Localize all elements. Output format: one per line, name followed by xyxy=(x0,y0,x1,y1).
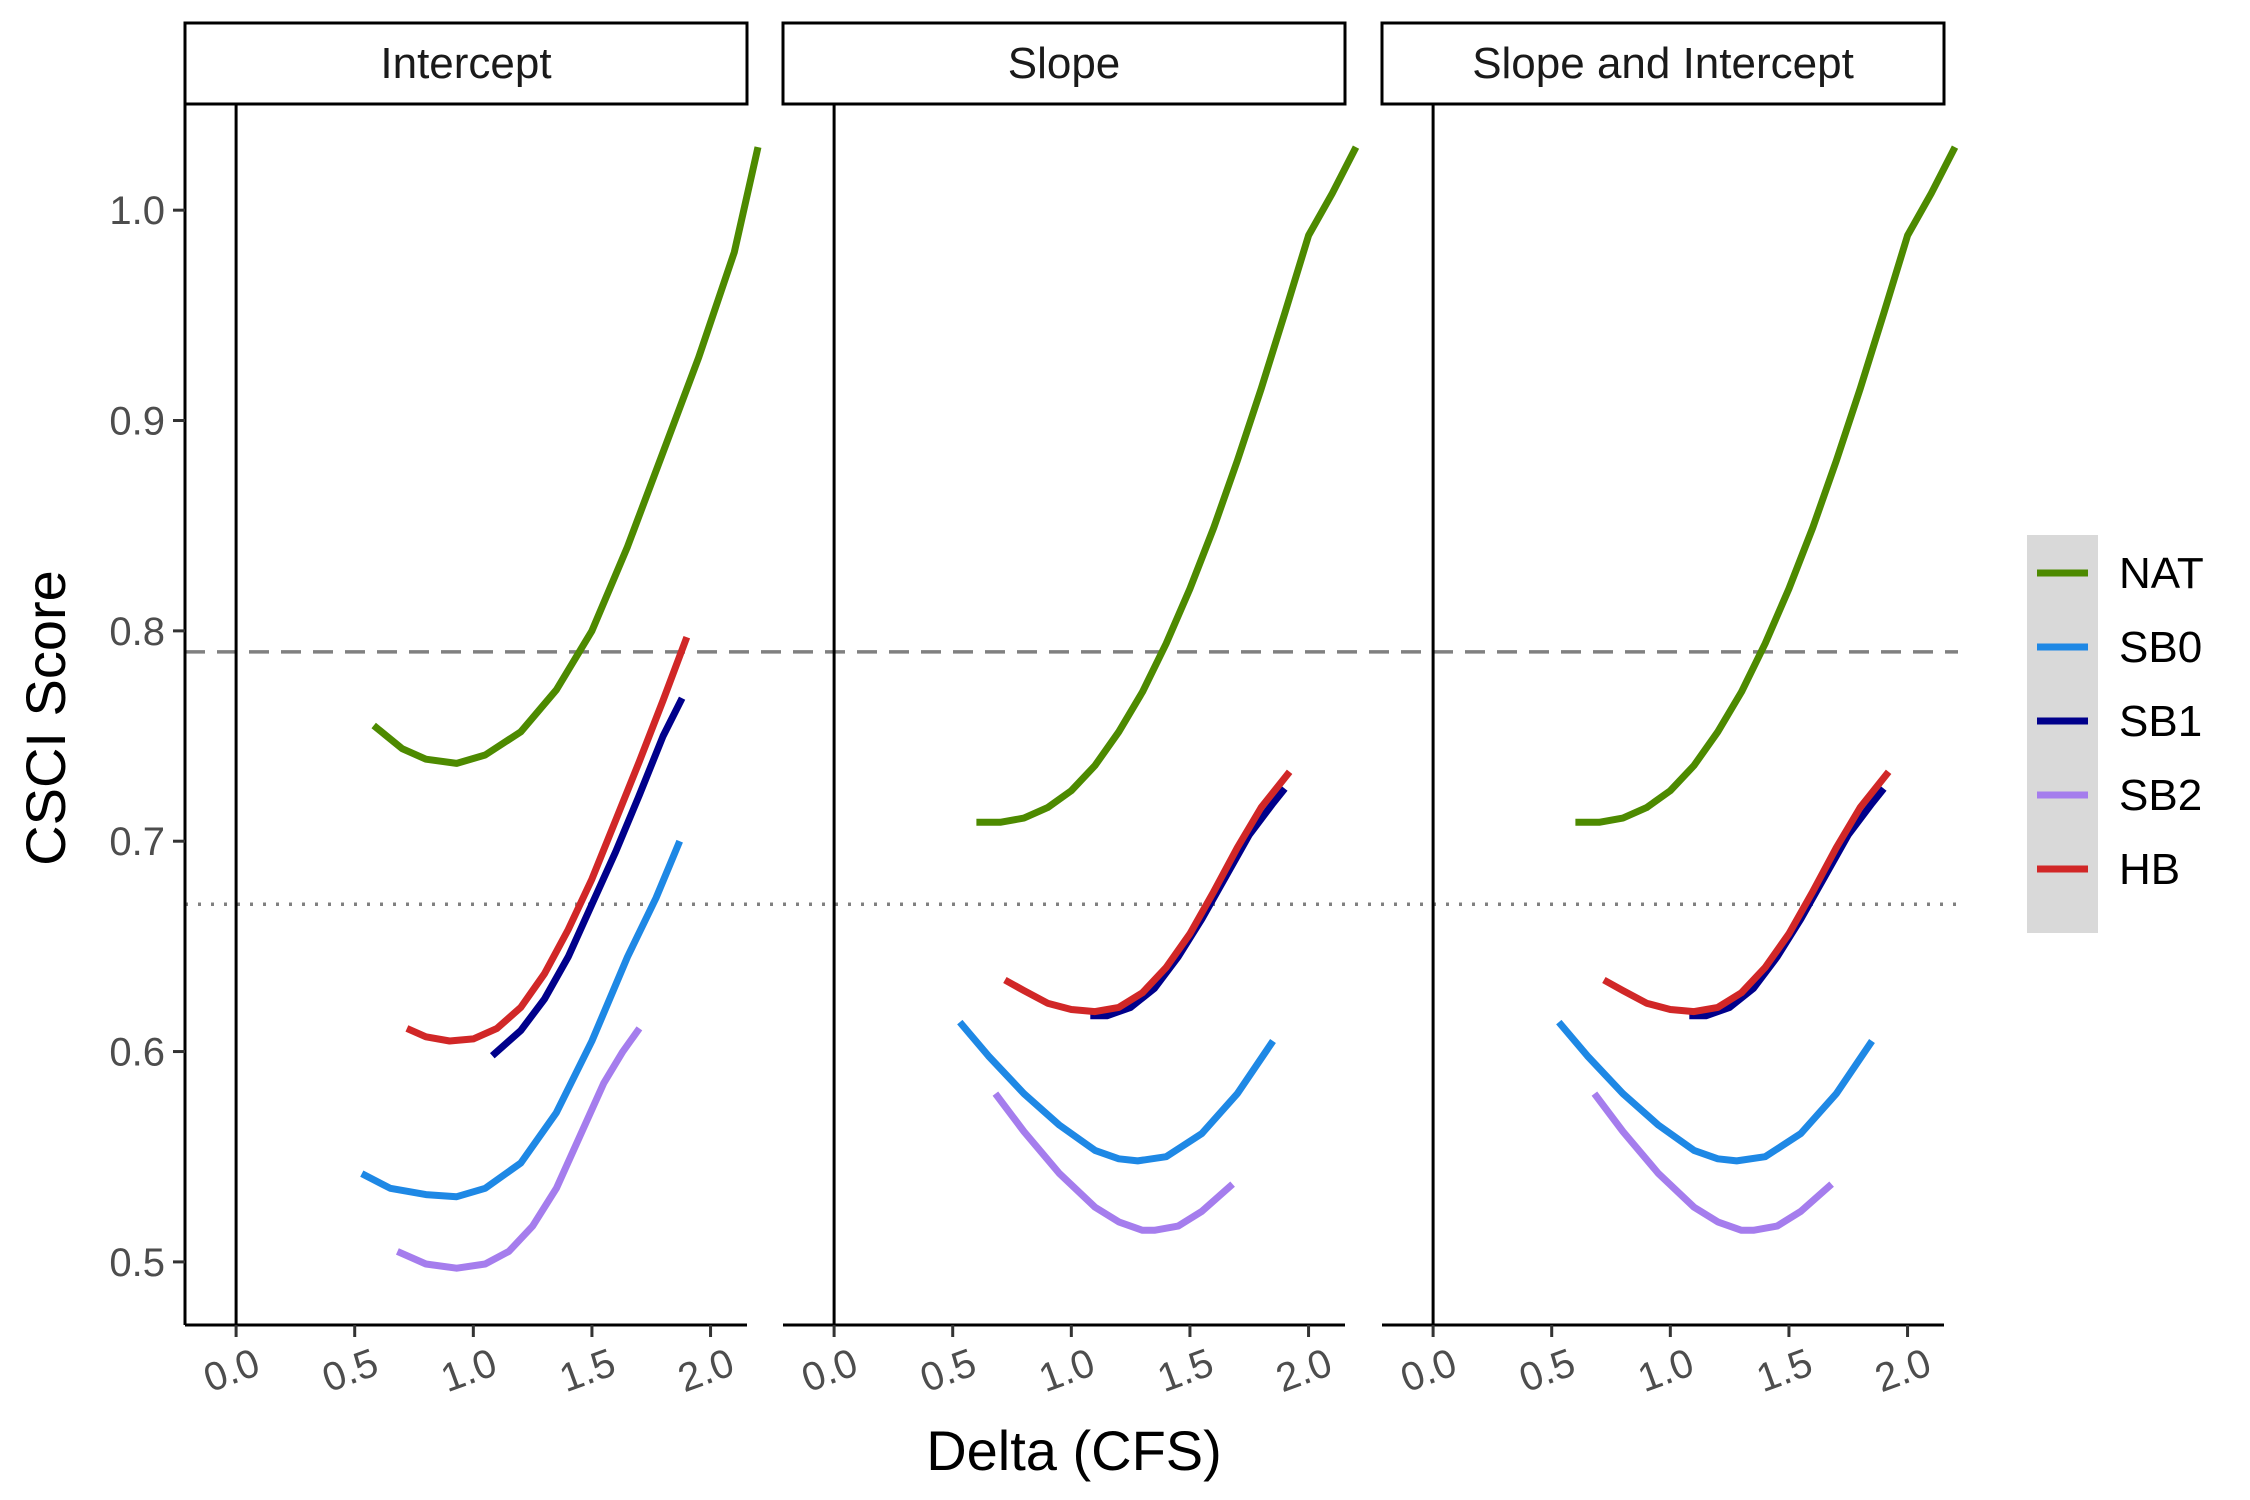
series-line-nat xyxy=(371,146,762,767)
series-line-nat xyxy=(976,145,1360,826)
series-line-sb2 xyxy=(1591,1091,1834,1234)
series-line-hb xyxy=(1003,769,1293,1016)
facet-label: Intercept xyxy=(380,39,551,88)
legend-label-sb2: SB2 xyxy=(2119,771,2202,820)
x-tick-label: 2.0 xyxy=(1270,1341,1337,1401)
legend: NAT SB0 SB1 SB2 HB xyxy=(2027,535,2204,933)
facet-label: Slope and Intercept xyxy=(1472,39,1854,88)
series-line-sb0 xyxy=(360,839,683,1201)
series-line-hb xyxy=(1602,769,1892,1016)
x-tick-label: 1.0 xyxy=(435,1341,502,1401)
x-tick-label: 0.5 xyxy=(317,1341,384,1401)
y-axis-title: CSCI Score xyxy=(14,570,77,866)
series-line-sb0 xyxy=(957,1019,1276,1165)
x-tick-label: 1.0 xyxy=(1632,1341,1699,1401)
series-line-sb2 xyxy=(992,1091,1235,1234)
x-tick-label: 0.0 xyxy=(796,1341,863,1401)
panel-1: Slope 0.0 0.5 1.0 1.5 2.0 xyxy=(781,21,1360,1401)
x-tick-label: 0.5 xyxy=(915,1341,982,1401)
y-tick-label: 0.7 xyxy=(109,820,165,864)
legend-label-hb: HB xyxy=(2119,845,2180,894)
panel-2: Slope and Intercept 0.0 0.5 1.0 1.5 2.0 xyxy=(1380,21,1959,1401)
series-line-hb xyxy=(405,635,691,1045)
y-tick-label: 1.0 xyxy=(109,189,165,233)
series-line-sb1 xyxy=(489,696,686,1059)
series-line-nat xyxy=(1575,145,1959,826)
x-tick-label: 0.0 xyxy=(198,1341,265,1401)
x-tick-label: 0.5 xyxy=(1514,1341,1581,1401)
legend-key-background xyxy=(2027,535,2098,933)
x-tick-label: 2.0 xyxy=(1869,1341,1936,1401)
x-axis-title: Delta (CFS) xyxy=(926,1419,1222,1482)
legend-label-sb0: SB0 xyxy=(2119,623,2202,672)
x-tick-label: 1.5 xyxy=(1751,1341,1818,1401)
x-tick-label: 1.0 xyxy=(1033,1341,1100,1401)
y-tick-label: 0.6 xyxy=(109,1031,165,1075)
chart-panels: Intercept 0.0 0.5 1.0 1.5 2.0 Slope 0.0 0.5 1.0 1.… xyxy=(109,21,1959,1401)
y-tick-label: 0.8 xyxy=(109,610,165,654)
x-tick-label: 1.5 xyxy=(1152,1341,1219,1401)
series-line-sb0 xyxy=(1556,1019,1875,1165)
facet-strip xyxy=(1380,21,1946,106)
legend-label-nat: NAT xyxy=(2119,549,2204,598)
panel-0: Intercept 0.0 0.5 1.0 1.5 2.0 xyxy=(183,21,762,1401)
x-tick-label: 0.0 xyxy=(1395,1341,1462,1401)
facet-strip xyxy=(781,21,1347,106)
facet-strip xyxy=(183,21,749,106)
y-tick-label: 0.9 xyxy=(109,400,165,444)
x-tick-label: 1.5 xyxy=(554,1341,621,1401)
series-line-sb2 xyxy=(395,1026,643,1272)
legend-label-sb1: SB1 xyxy=(2119,697,2202,746)
x-tick-label: 2.0 xyxy=(672,1341,739,1401)
y-tick-label: 0.5 xyxy=(109,1241,165,1285)
facet-label: Slope xyxy=(1008,39,1121,88)
